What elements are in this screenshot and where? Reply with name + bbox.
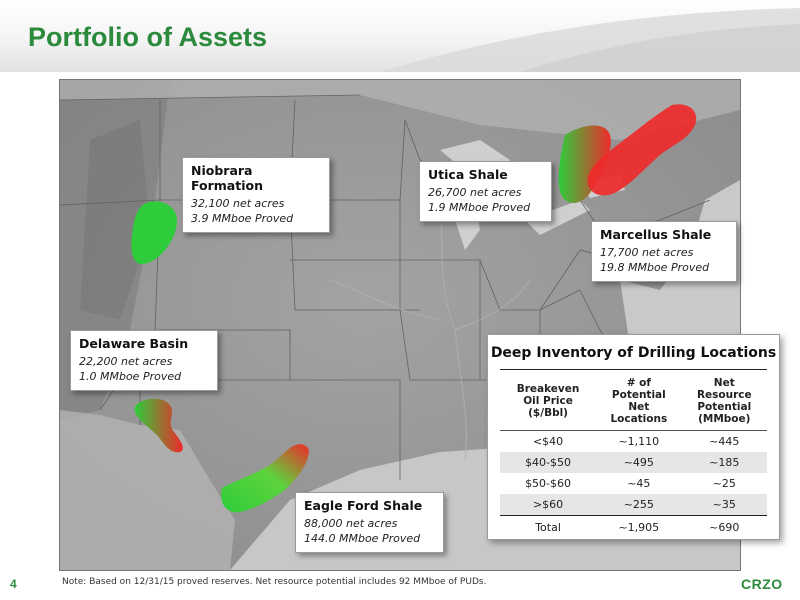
table-row: <$40 ~1,110 ~445 <box>500 430 767 453</box>
asset-acres: 32,100 net acres <box>191 197 285 210</box>
cell-potential: ~185 <box>681 452 767 473</box>
asset-proved: 1.9 MMboe Proved <box>428 201 531 214</box>
cell-potential: ~35 <box>681 494 767 516</box>
utica-callout: Utica Shale 26,700 net acres 1.9 MMboe P… <box>419 161 552 222</box>
delaware-callout: Delaware Basin 22,200 net acres 1.0 MMbo… <box>70 330 218 391</box>
asset-name: Eagle Ford Shale <box>304 498 423 513</box>
asset-proved: 1.0 MMboe Proved <box>79 370 182 383</box>
cell-total-locations: ~1,905 <box>596 515 682 538</box>
cell-locations: ~495 <box>596 452 682 473</box>
slide-header <box>0 0 800 72</box>
asset-name: Marcellus Shale <box>600 227 712 242</box>
asset-name: Niobrara Formation <box>191 163 263 193</box>
table-row: $50-$60 ~45 ~25 <box>500 473 767 494</box>
page-title: Portfolio of Assets <box>28 22 268 52</box>
inventory-top-rule <box>500 369 767 370</box>
marcellus-play-area <box>587 104 697 196</box>
delaware-play-area <box>134 398 183 453</box>
cell-price: $50-$60 <box>525 477 572 490</box>
table-row: >$60 ~255 ~35 <box>500 494 767 516</box>
asset-name: Utica Shale <box>428 167 508 182</box>
asset-proved: 3.9 MMboe Proved <box>191 212 294 225</box>
cell-potential: ~445 <box>709 435 740 448</box>
header-resource: Net Resource Potential (MMboe) <box>696 377 752 425</box>
cell-total-label: Total <box>500 515 597 538</box>
drilling-inventory-panel: Deep Inventory of Drilling Locations Bre… <box>487 334 780 540</box>
marcellus-callout: Marcellus Shale 17,700 net acres 19.8 MM… <box>591 221 737 282</box>
table-header-row: Breakeven Oil Price ($/Bbl) # of Potenti… <box>500 372 767 431</box>
header-locations: # of Potential Net Locations <box>610 377 668 425</box>
asset-acres: 17,700 net acres <box>600 246 694 259</box>
asset-acres: 26,700 net acres <box>428 186 522 199</box>
asset-proved: 144.0 MMboe Proved <box>304 532 421 545</box>
table-total-row: Total ~1,905 ~690 <box>500 515 767 538</box>
utica-play-area <box>558 125 611 204</box>
header-swoosh <box>380 8 800 72</box>
page-number: 4 <box>10 577 17 591</box>
cell-price: <$40 <box>532 435 564 448</box>
eagle-ford-play-area <box>221 444 309 513</box>
cell-locations: ~255 <box>596 494 682 516</box>
cell-locations: ~45 <box>627 477 651 490</box>
header-breakeven: Breakeven Oil Price ($/Bbl) <box>516 383 580 419</box>
eagle-ford-callout: Eagle Ford Shale 88,000 net acres 144.0 … <box>295 492 444 553</box>
asset-proved: 19.8 MMboe Proved <box>600 261 710 274</box>
niobrara-callout: Niobrara Formation 32,100 net acres 3.9 … <box>182 157 330 233</box>
inventory-table: Breakeven Oil Price ($/Bbl) # of Potenti… <box>500 372 767 538</box>
cell-locations: ~1,110 <box>618 435 660 448</box>
asset-acres: 88,000 net acres <box>304 517 398 530</box>
cell-price: $40-$50 <box>500 452 597 473</box>
cell-total-potential: ~690 <box>681 515 767 538</box>
asset-acres: 22,200 net acres <box>79 355 173 368</box>
cell-potential: ~25 <box>712 477 736 490</box>
company-logo: CRZO <box>741 576 783 592</box>
asset-name: Delaware Basin <box>79 336 189 351</box>
table-row: $40-$50 ~495 ~185 <box>500 452 767 473</box>
footnote: Note: Based on 12/31/15 proved reserves.… <box>62 577 487 587</box>
cell-price: >$60 <box>500 494 597 516</box>
niobrara-play-area <box>131 201 177 265</box>
inventory-title: Deep Inventory of Drilling Locations <box>490 345 777 361</box>
